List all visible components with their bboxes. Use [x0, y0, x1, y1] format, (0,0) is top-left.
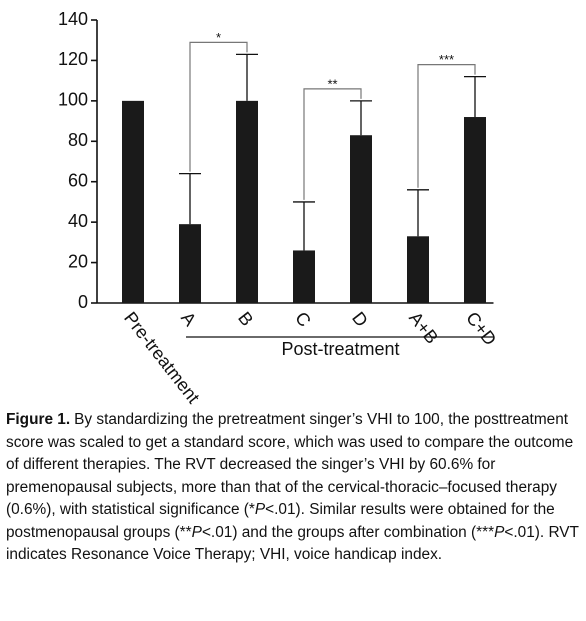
- caption-text: P: [191, 523, 202, 541]
- caption-text: P: [494, 523, 505, 541]
- significance-bracket: [417, 63, 476, 188]
- caption-text: P: [254, 501, 266, 518]
- bar: [350, 135, 372, 303]
- significance-bracket: [303, 88, 362, 200]
- error-bar: [464, 75, 486, 118]
- y-tick-label: 0: [78, 292, 88, 312]
- caption-text: By standardizing the pretreatment singer…: [6, 411, 574, 518]
- x-tick-label: A+B: [405, 308, 442, 348]
- significance-label: ***: [439, 52, 454, 67]
- x-tick-label: C: [291, 308, 315, 331]
- caption-label: Figure 1.: [6, 411, 71, 428]
- error-bar: [407, 189, 429, 237]
- bar: [122, 100, 144, 303]
- bar: [293, 250, 315, 303]
- x-tick-label: D: [348, 308, 372, 331]
- significance-label: *: [216, 30, 221, 45]
- bar: [464, 117, 486, 304]
- y-tick-label: 40: [68, 211, 88, 231]
- x-tick-label: B: [234, 308, 257, 330]
- caption: Figure 1. By standardizing the pretreatme…: [6, 409, 580, 567]
- y-tick-label: 140: [58, 9, 88, 29]
- bar: [236, 100, 258, 303]
- significance-label: **: [327, 76, 337, 91]
- error-bar: [236, 53, 258, 101]
- significance-bracket: [189, 41, 248, 172]
- error-bar: [293, 201, 315, 251]
- x-tick-label: C+D: [462, 308, 500, 349]
- caption-text: <.01). RVT indicates Resonance Voice The…: [6, 523, 579, 564]
- y-tick-label: 20: [68, 251, 88, 271]
- group-label: Post-treatment: [281, 339, 399, 359]
- y-tick-label: 100: [58, 90, 88, 110]
- error-bar: [179, 172, 201, 225]
- y-tick-label: 80: [68, 130, 88, 150]
- x-tick-label: A: [177, 308, 200, 330]
- y-tick-label: 120: [58, 49, 88, 69]
- caption-text: <.01). Similar results were obtained for…: [6, 501, 555, 541]
- error-bar: [350, 100, 372, 136]
- bar: [179, 224, 201, 303]
- caption-text: <.01) and the groups after combination (…: [201, 523, 495, 541]
- y-tick-label: 60: [68, 170, 88, 190]
- bar: [407, 236, 429, 303]
